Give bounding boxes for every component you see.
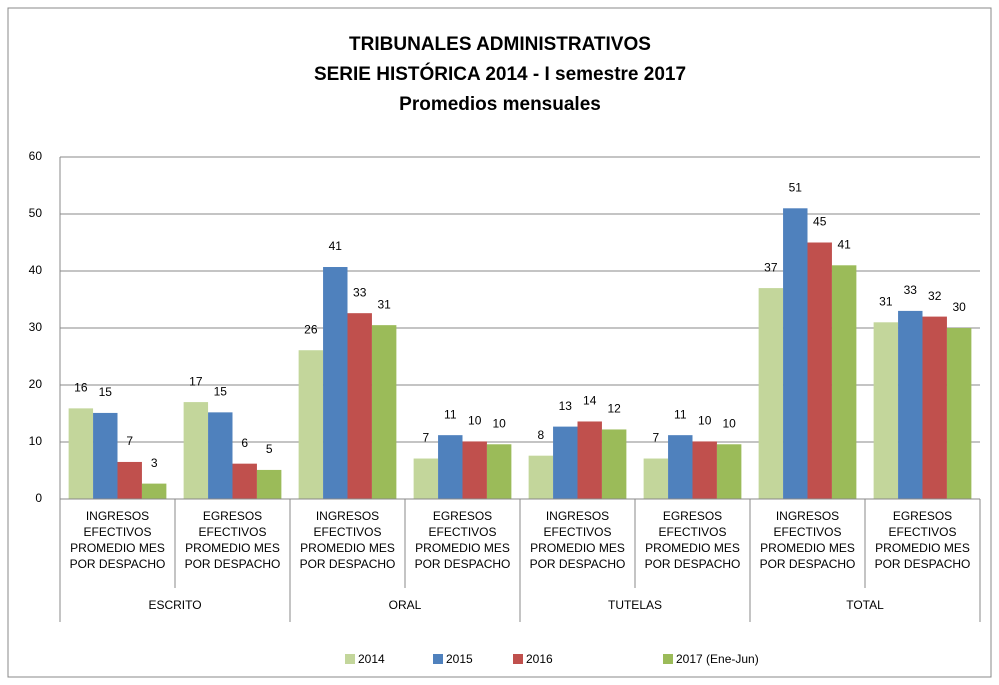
data-label: 37 xyxy=(764,260,778,274)
chart-title: SERIE HISTÓRICA 2014 - I semestre 2017 xyxy=(314,63,686,85)
legend-label: 2015 xyxy=(446,652,473,666)
data-label: 33 xyxy=(353,285,367,299)
legend-label: 2017 (Ene-Jun) xyxy=(676,652,759,666)
bar xyxy=(486,444,512,499)
group-label: ORAL xyxy=(389,598,422,612)
data-label: 16 xyxy=(74,381,88,395)
legend-swatch xyxy=(345,654,355,664)
data-label: 10 xyxy=(698,414,712,428)
legend-label: 2014 xyxy=(358,652,385,666)
group-label: TUTELAS xyxy=(608,598,662,612)
bar xyxy=(783,208,808,500)
data-label: 17 xyxy=(189,374,203,388)
y-tick-label: 30 xyxy=(29,320,43,334)
bar xyxy=(807,242,832,499)
bar xyxy=(93,412,118,499)
bar xyxy=(438,435,463,499)
bar xyxy=(528,455,554,499)
y-tick-label: 60 xyxy=(29,149,43,163)
data-label: 5 xyxy=(266,442,273,456)
bar xyxy=(323,267,348,499)
data-label: 7 xyxy=(126,434,133,448)
bar xyxy=(208,412,233,499)
data-label: 12 xyxy=(607,402,621,416)
data-label: 15 xyxy=(99,385,113,399)
bar xyxy=(413,458,439,499)
bar xyxy=(577,421,602,499)
legend-label: 2016 xyxy=(526,652,553,666)
chart-title: Promedios mensuales xyxy=(399,94,601,115)
y-tick-label: 50 xyxy=(29,206,43,220)
legend-swatch xyxy=(663,654,673,664)
bar xyxy=(898,310,923,499)
x-tick-label: INGRESOS EFECTIVOS PROMEDIO MES POR DESP… xyxy=(529,509,626,571)
bar xyxy=(298,350,324,499)
data-label: 32 xyxy=(928,289,942,303)
bar xyxy=(831,265,857,499)
data-label: 15 xyxy=(214,385,228,399)
bar xyxy=(692,441,717,499)
y-tick-label: 0 xyxy=(35,491,42,505)
group-label: ESCRITO xyxy=(148,598,201,612)
bar xyxy=(946,328,972,499)
data-label: 26 xyxy=(304,322,318,336)
data-label: 10 xyxy=(468,414,482,428)
data-label: 41 xyxy=(329,239,343,253)
bar xyxy=(232,463,257,499)
chart-title: TRIBUNALES ADMINISTRATIVOS xyxy=(349,34,651,55)
data-label: 31 xyxy=(879,294,893,308)
data-label: 31 xyxy=(377,297,391,311)
bar xyxy=(668,435,693,499)
x-tick-label: EGRESOS EFECTIVOS PROMEDIO MES POR DESPA… xyxy=(414,509,511,571)
data-label: 6 xyxy=(241,436,248,450)
bar xyxy=(601,429,627,499)
bar xyxy=(716,444,742,499)
bar xyxy=(462,441,487,499)
y-tick-label: 40 xyxy=(29,263,43,277)
bar xyxy=(347,313,372,499)
data-label: 51 xyxy=(789,180,803,194)
data-label: 3 xyxy=(151,456,158,470)
data-label: 45 xyxy=(813,215,827,229)
x-tick-label: EGRESOS EFECTIVOS PROMEDIO MES POR DESPA… xyxy=(644,509,741,571)
y-tick-label: 20 xyxy=(29,377,43,391)
data-label: 14 xyxy=(583,394,597,408)
bar xyxy=(117,461,142,499)
bar xyxy=(758,288,784,499)
data-label: 10 xyxy=(722,416,736,430)
legend-swatch xyxy=(513,654,523,664)
bar xyxy=(68,408,94,499)
bar xyxy=(371,325,397,499)
bar xyxy=(553,426,578,499)
x-tick-label: EGRESOS EFECTIVOS PROMEDIO MES POR DESPA… xyxy=(184,509,281,571)
data-label: 7 xyxy=(653,431,660,445)
legend-swatch xyxy=(433,654,443,664)
x-tick-label: INGRESOS EFECTIVOS PROMEDIO MES POR DESP… xyxy=(69,509,166,571)
data-label: 11 xyxy=(674,407,687,421)
bar xyxy=(141,483,167,499)
x-tick-label: EGRESOS EFECTIVOS PROMEDIO MES POR DESPA… xyxy=(874,509,971,571)
data-label: 8 xyxy=(538,428,545,442)
data-label: 13 xyxy=(559,399,573,413)
bar xyxy=(256,469,282,499)
bar xyxy=(643,458,669,499)
x-tick-label: INGRESOS EFECTIVOS PROMEDIO MES POR DESP… xyxy=(759,509,856,571)
y-tick-label: 10 xyxy=(29,434,43,448)
data-label: 41 xyxy=(837,237,851,251)
bar xyxy=(922,316,947,499)
data-label: 10 xyxy=(492,416,506,430)
data-label: 11 xyxy=(444,407,457,421)
bar xyxy=(873,322,899,499)
bar xyxy=(183,402,209,499)
group-label: TOTAL xyxy=(846,598,884,612)
x-tick-label: INGRESOS EFECTIVOS PROMEDIO MES POR DESP… xyxy=(299,509,396,571)
data-label: 7 xyxy=(423,431,430,445)
data-label: 33 xyxy=(904,283,918,297)
data-label: 30 xyxy=(952,300,966,314)
